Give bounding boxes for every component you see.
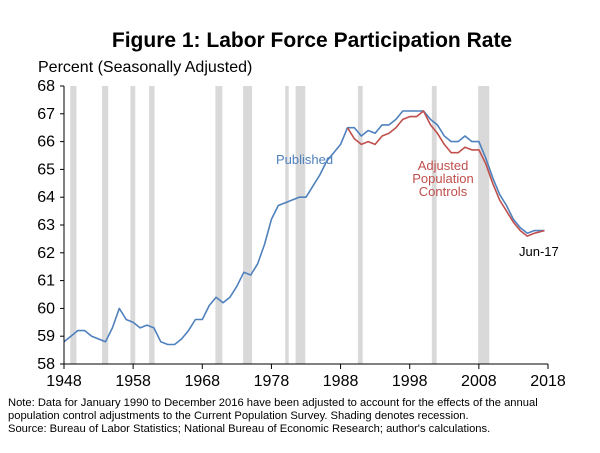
adjusted-label-line2: Population <box>412 171 473 186</box>
series-lines <box>63 110 545 346</box>
published-label: Published <box>276 152 333 167</box>
recession-bar-10 <box>478 86 490 364</box>
series-line-1 <box>346 110 545 237</box>
y-tick-label: 61 <box>37 273 55 290</box>
recession-shading <box>70 86 490 364</box>
chart-title: Figure 1: Labor Force Participation Rate <box>112 29 512 52</box>
x-ticks: 1948 1958 1968 1978 1988 1998 2008 2018 <box>46 364 566 390</box>
chart: Figure 1: Labor Force Participation Rate… <box>37 29 566 390</box>
x-tick-label: 2008 <box>461 373 497 390</box>
note-line-1: Note: Data for January 1990 to December … <box>8 397 538 409</box>
y-tick-label: 64 <box>37 189 55 206</box>
recession-bar-2 <box>130 86 136 364</box>
x-tick-label: 1968 <box>184 373 220 390</box>
series-line-0 <box>63 110 545 346</box>
y-tick-label: 63 <box>37 217 55 234</box>
x-tick-label: 1948 <box>46 373 82 390</box>
y-tick-label: 68 <box>37 78 55 95</box>
recession-bar-5 <box>243 86 253 364</box>
recession-bar-0 <box>70 86 77 364</box>
x-tick-label: 1978 <box>254 373 290 390</box>
note-line-3: Source: Bureau of Labor Statistics; Nati… <box>8 423 491 435</box>
y-tick-label: 58 <box>37 356 55 373</box>
recession-bar-6 <box>285 86 289 364</box>
y-ticks: 58 59 60 61 62 63 64 65 66 67 68 <box>37 78 64 373</box>
end-date-label: Jun-17 <box>519 244 559 259</box>
y-tick-label: 66 <box>37 134 55 151</box>
y-tick-label: 62 <box>37 245 55 262</box>
y-tick-label: 60 <box>37 300 55 317</box>
recession-bar-4 <box>215 86 223 364</box>
adjusted-label-line1: Adjusted <box>418 158 469 173</box>
recession-bar-1 <box>102 86 109 364</box>
x-tick-label: 1998 <box>392 373 428 390</box>
x-tick-label: 2018 <box>530 373 566 390</box>
y-tick-label: 59 <box>37 328 55 345</box>
note-line-2: population control adjustments to the Cu… <box>8 410 469 422</box>
y-tick-label: 65 <box>37 161 55 178</box>
recession-bar-3 <box>149 86 155 364</box>
recession-bar-7 <box>295 86 306 364</box>
chart-notes: Note: Data for January 1990 to December … <box>8 397 596 436</box>
y-tick-label: 67 <box>37 106 55 123</box>
recession-bar-9 <box>431 86 437 364</box>
adjusted-label-line3: Controls <box>419 184 468 199</box>
recession-bar-8 <box>357 86 363 364</box>
x-tick-label: 1988 <box>323 373 359 390</box>
x-tick-label: 1958 <box>115 373 151 390</box>
y-axis-label: Percent (Seasonally Adjusted) <box>38 59 252 76</box>
